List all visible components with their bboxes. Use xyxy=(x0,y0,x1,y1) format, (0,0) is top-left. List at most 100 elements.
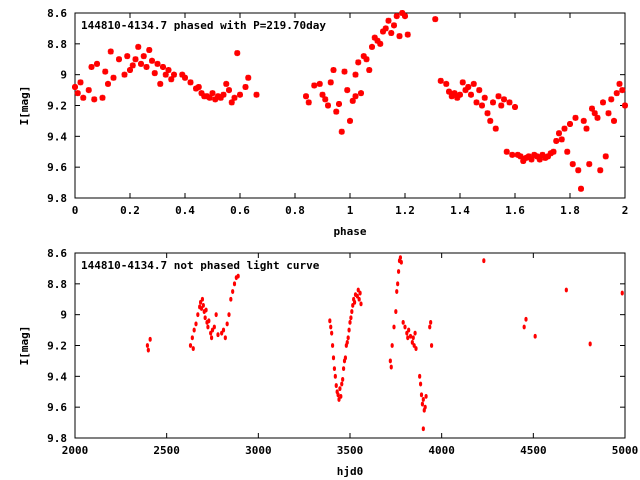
phased-data-point xyxy=(402,13,408,20)
phased-data-point xyxy=(146,47,153,53)
phased-data-point xyxy=(446,88,452,95)
phased-data-point xyxy=(616,80,623,87)
unphased-data-point xyxy=(340,381,344,387)
unphased-data-point xyxy=(345,340,349,345)
phased-data-point xyxy=(539,151,546,158)
phased-data-point xyxy=(561,125,568,132)
phased-data-point xyxy=(338,128,345,135)
phased-data-point xyxy=(567,121,573,127)
phased-data-point xyxy=(237,91,243,98)
phased-data-point xyxy=(487,117,494,124)
phased-data-point xyxy=(363,56,370,63)
phased-data-point xyxy=(223,80,230,87)
phased-y-axis-label: I[mag] xyxy=(18,86,31,126)
unphased-data-point xyxy=(220,330,224,336)
unphased-data-point xyxy=(330,343,335,348)
phased-data-point xyxy=(380,28,386,35)
phased-data-point xyxy=(382,25,389,32)
phased-data-point xyxy=(520,158,527,164)
unphased-data-point xyxy=(212,324,216,330)
phased-data-point xyxy=(602,153,609,160)
phased-y-tick-label: 9.6 xyxy=(47,161,67,174)
phased-x-tick-label: 1.4 xyxy=(450,204,470,217)
unphased-data-point xyxy=(349,315,353,321)
unphased-data-point xyxy=(351,303,355,308)
unphased-data-point xyxy=(356,287,360,293)
unphased-data-point xyxy=(399,259,403,265)
unphased-data-point xyxy=(331,355,336,361)
phased-plot-frame xyxy=(74,12,626,199)
unphased-data-point xyxy=(401,319,405,325)
phased-data-point xyxy=(358,90,364,97)
phased-data-point xyxy=(154,60,161,67)
unphased-y-tick-label: 9.6 xyxy=(47,401,67,414)
unphased-data-point xyxy=(414,346,418,351)
unphased-data-point xyxy=(216,332,220,338)
unphased-data-point xyxy=(146,347,150,353)
phased-data-point xyxy=(127,67,133,74)
unphased-data-point xyxy=(482,258,486,264)
phased-data-point xyxy=(465,84,472,90)
phased-x-axis-label: phase xyxy=(333,225,366,238)
phased-data-point xyxy=(220,91,227,98)
unphased-data-point xyxy=(201,303,205,308)
unphased-axis-ticks: 2000 2500 3000 3500 4000 4500 5000 8.6 8.8 9 9.2 9.… xyxy=(47,247,638,457)
unphased-x-tick-label: 5000 xyxy=(612,444,639,457)
phased-data-points xyxy=(72,10,628,192)
phased-x-tick-label: 1.2 xyxy=(395,204,415,217)
unphased-chart: 144810-4134.7 not phased light curve hjd… xyxy=(18,247,638,478)
phased-x-tick-label: 1 xyxy=(347,204,354,217)
phased-x-tick-label: 0.2 xyxy=(120,204,140,217)
phased-data-point xyxy=(132,56,139,63)
phased-data-point xyxy=(212,96,219,103)
unphased-y-tick-label: 9 xyxy=(60,309,67,322)
phased-data-point xyxy=(160,63,166,70)
phased-data-point xyxy=(377,40,384,47)
unphased-data-point xyxy=(355,293,359,299)
unphased-data-point xyxy=(333,373,337,379)
phased-data-point xyxy=(74,90,81,97)
phased-x-tick-label: 1.8 xyxy=(560,204,580,217)
phased-data-point xyxy=(341,68,348,75)
phased-data-point xyxy=(569,161,576,168)
unphased-data-point xyxy=(418,373,422,379)
unphased-data-point xyxy=(524,316,528,322)
phased-data-point xyxy=(369,43,375,50)
phased-data-point xyxy=(311,82,318,89)
phased-data-point xyxy=(564,148,571,155)
phased-data-point xyxy=(575,167,582,174)
unphased-data-point xyxy=(329,324,333,330)
phased-data-point xyxy=(168,76,175,83)
phased-data-point xyxy=(600,99,606,106)
phased-data-point xyxy=(591,110,598,117)
unphased-data-point xyxy=(396,281,400,287)
phased-data-point xyxy=(149,57,155,64)
unphased-data-point xyxy=(533,333,537,339)
phased-data-point xyxy=(110,74,117,81)
unphased-data-point xyxy=(200,296,205,302)
phased-data-point xyxy=(594,114,601,121)
unphased-data-point xyxy=(418,381,423,387)
unphased-data-point xyxy=(328,318,332,324)
phased-data-point xyxy=(234,50,241,57)
phased-data-point xyxy=(360,53,367,60)
phased-data-point xyxy=(399,10,406,16)
phased-data-point xyxy=(501,96,507,103)
phased-data-point xyxy=(443,80,450,87)
phased-data-point xyxy=(228,99,235,106)
phased-data-point xyxy=(347,117,353,124)
phased-data-point xyxy=(349,97,356,104)
unphased-data-point xyxy=(192,327,196,333)
unphased-data-point xyxy=(148,336,152,342)
unphased-data-point xyxy=(620,290,624,296)
phased-data-point xyxy=(124,53,131,60)
phased-data-point xyxy=(462,87,469,94)
phased-axis-ticks: 0 0.2 0.4 0.6 0.8 1 1.2 1.4 1.6 1.8 2 8.6 8.8 9 9.2 9.4… xyxy=(47,7,628,217)
unphased-data-point xyxy=(390,343,394,348)
phased-data-point xyxy=(253,91,260,98)
unphased-y-tick-label: 8.8 xyxy=(47,278,67,291)
unphased-data-point xyxy=(424,393,428,399)
phased-data-point xyxy=(586,161,593,168)
phased-data-point xyxy=(195,84,202,90)
phased-data-point xyxy=(536,156,543,163)
